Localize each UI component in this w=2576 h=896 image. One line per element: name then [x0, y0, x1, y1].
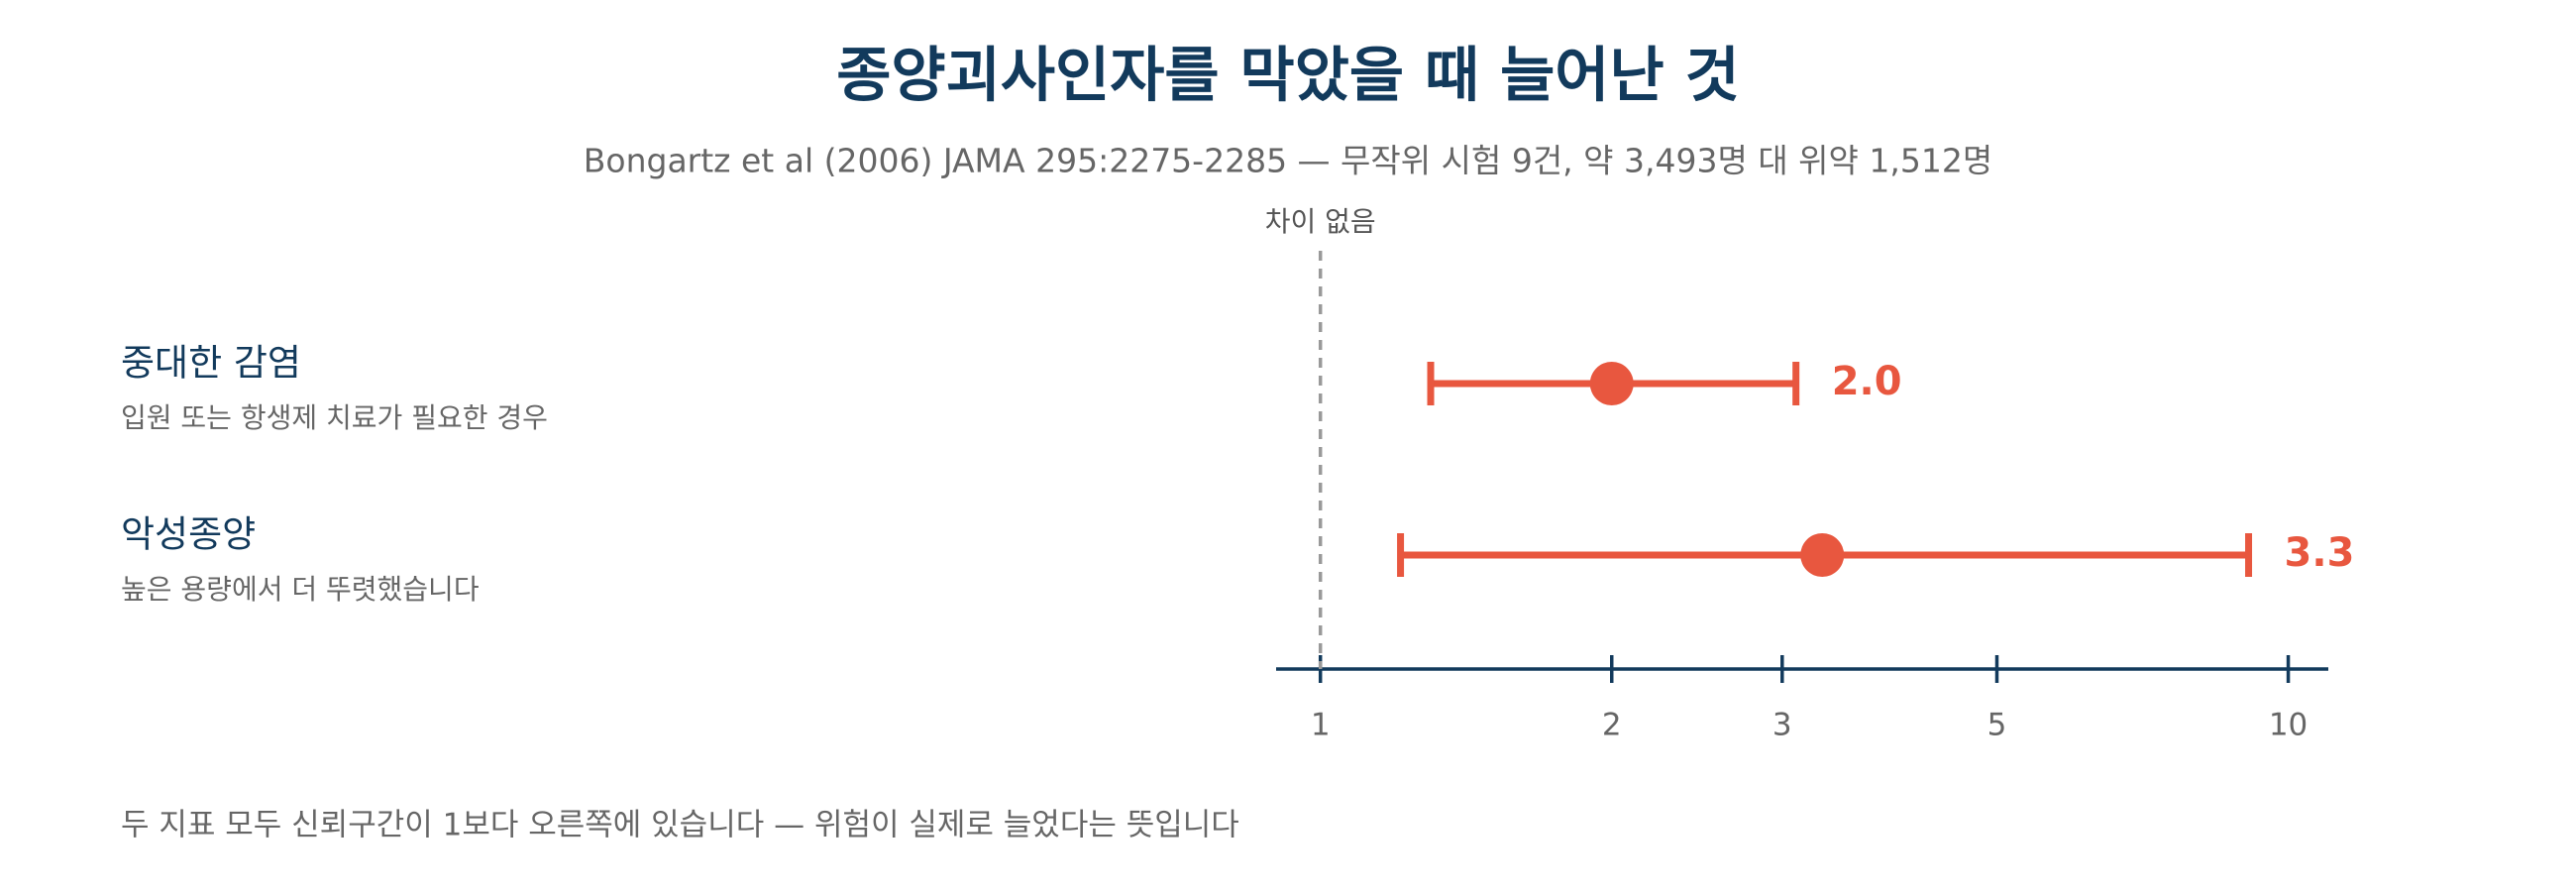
- x-tick-label: 2: [1602, 708, 1622, 743]
- x-tick-label: 5: [1987, 708, 2007, 743]
- footnote: 두 지표 모두 신뢰구간이 1보다 오른쪽에 있습니다 — 위험이 실제로 늘었…: [121, 808, 1239, 843]
- row-sublabel: 높은 용량에서 더 뚜렷했습니다: [121, 573, 480, 606]
- reference-label: 차이 없음: [1265, 205, 1376, 238]
- row-label: 중대한 감염: [121, 342, 301, 385]
- value-label: 2.0: [1832, 359, 1902, 404]
- x-tick-label: 1: [1311, 708, 1331, 743]
- value-label: 3.3: [2285, 530, 2355, 576]
- chart-title: 종양괴사인자를 막았을 때 늘어난 것: [836, 42, 1740, 111]
- point-estimate: [1589, 362, 1634, 405]
- chart-subtitle: Bongartz et al (2006) JAMA 295:2275-2285…: [584, 142, 1992, 180]
- x-tick-label: 10: [2269, 708, 2308, 743]
- x-tick-label: 3: [1772, 708, 1792, 743]
- row-sublabel: 입원 또는 항생제 치료가 필요한 경우: [121, 401, 548, 434]
- row-label: 악성종양: [121, 513, 256, 556]
- point-estimate: [1800, 533, 1845, 577]
